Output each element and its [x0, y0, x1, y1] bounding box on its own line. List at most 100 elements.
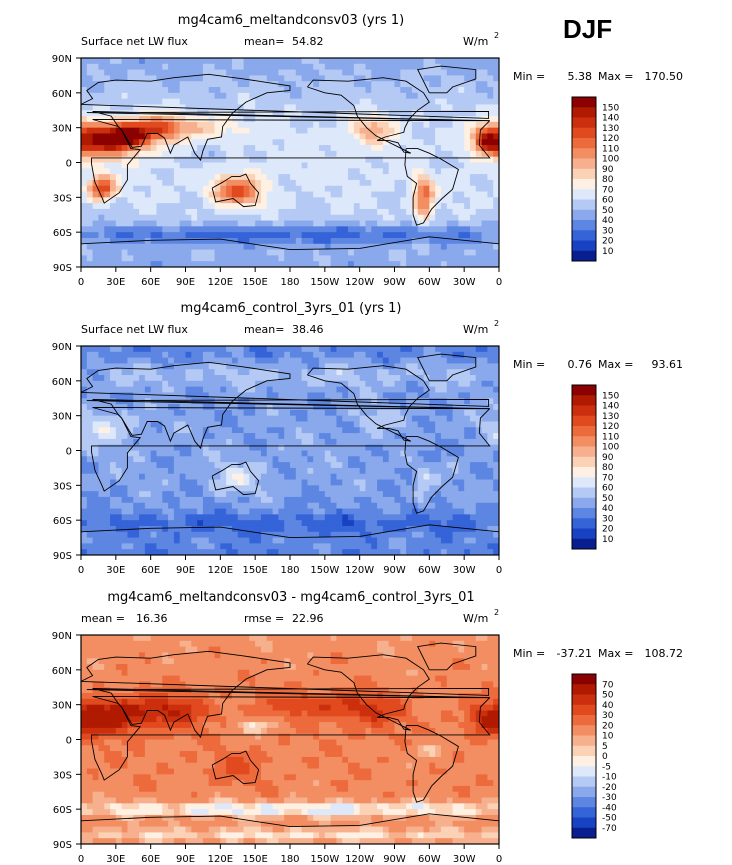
heatmap-cell: [301, 444, 308, 451]
heatmap-cell: [255, 427, 262, 434]
heatmap-cell: [377, 392, 384, 399]
heatmap-cell: [319, 150, 326, 158]
heatmap-cell: [377, 508, 384, 515]
heatmap-cell: [365, 87, 372, 94]
heatmap-cell: [220, 81, 227, 88]
heatmap-cell: [86, 139, 94, 146]
heatmap-cell: [197, 357, 204, 364]
heatmap-cell: [81, 63, 88, 71]
heatmap-cell: [290, 162, 297, 169]
heatmap-cell: [231, 220, 239, 227]
heatmap-cell: [121, 502, 128, 509]
heatmap-cell: [278, 162, 285, 169]
heatmap-cell: [458, 427, 465, 434]
heatmap-cell: [290, 255, 297, 262]
heatmap-cell: [168, 179, 175, 187]
heatmap-cell: [243, 232, 250, 239]
heatmap-cell: [423, 203, 430, 210]
heatmap-cell: [266, 369, 273, 376]
heatmap-cell: [185, 75, 192, 82]
heatmap-cell: [290, 386, 297, 393]
heatmap-cell: [214, 197, 221, 204]
heatmap-cell: [400, 369, 407, 376]
heatmap-cell: [365, 139, 372, 146]
heatmap-cell: [417, 467, 424, 475]
heatmap-cell: [417, 346, 424, 353]
heatmap-cell: [237, 127, 244, 134]
heatmap-cell: [435, 456, 442, 463]
heatmap-cell: [191, 427, 198, 434]
heatmap-cell: [173, 450, 181, 457]
heatmap-cell: [342, 162, 349, 169]
heatmap-cell: [92, 363, 99, 370]
heatmap-cell: [348, 232, 355, 239]
heatmap-cell: [226, 369, 233, 376]
colorbar-swatch: [572, 220, 596, 231]
heatmap-cell: [464, 203, 471, 210]
heatmap-cell: [150, 456, 157, 463]
heatmap-cell: [144, 156, 152, 163]
heatmap-cell: [156, 427, 163, 434]
heatmap-cell: [382, 150, 390, 158]
heatmap-cell: [307, 162, 314, 169]
heatmap-cell: [81, 473, 88, 480]
heatmap-cell: [272, 121, 279, 129]
heatmap-cell: [371, 63, 378, 71]
heatmap-cell: [348, 456, 355, 463]
heatmap-cell: [464, 450, 471, 457]
heatmap-cell: [400, 398, 407, 405]
heatmap-cell: [400, 514, 407, 521]
heatmap-cell: [220, 261, 227, 268]
heatmap-cell: [371, 69, 378, 76]
heatmap-cell: [284, 249, 291, 256]
heatmap-cell: [388, 255, 395, 262]
heatmap-cell: [487, 87, 494, 94]
heatmap-cell: [290, 473, 297, 480]
heatmap-cell: [98, 185, 105, 192]
heatmap-cell: [110, 491, 117, 498]
heatmap-cell: [191, 375, 198, 382]
heatmap-cell: [191, 261, 198, 268]
heatmap-cell: [255, 261, 262, 268]
heatmap-cell: [191, 520, 198, 527]
heatmap-cell: [359, 116, 366, 123]
heatmap-cell: [249, 404, 256, 411]
heatmap-cell: [377, 168, 384, 175]
heatmap-cell: [185, 392, 192, 399]
heatmap-cell: [226, 133, 233, 140]
heatmap-cell: [429, 456, 436, 463]
heatmap-cell: [173, 81, 181, 88]
heatmap-cell: [359, 232, 366, 239]
heatmap-cell: [475, 168, 482, 175]
heatmap-cell: [348, 433, 355, 440]
heatmap-cell: [86, 255, 94, 262]
heatmap-cell: [86, 433, 94, 440]
heatmap-cell: [307, 226, 314, 233]
heatmap-cell: [313, 208, 320, 216]
heatmap-cell: [429, 87, 436, 94]
heatmap-cell: [284, 98, 291, 105]
heatmap-cell: [406, 69, 413, 76]
heatmap-cell: [301, 456, 308, 463]
heatmap-cell: [81, 243, 88, 250]
heatmap-cell: [249, 232, 256, 239]
heatmap-cell: [81, 363, 88, 370]
heatmap-cell: [353, 346, 361, 353]
heatmap-cell: [115, 203, 123, 210]
heatmap-cell: [86, 174, 94, 181]
heatmap-cell: [168, 139, 175, 146]
heatmap-cell: [243, 357, 250, 364]
heatmap-cell: [260, 185, 268, 192]
heatmap-cell: [464, 168, 471, 175]
heatmap-cell: [110, 438, 117, 446]
heatmap-cell: [481, 81, 488, 88]
heatmap-cell: [214, 433, 221, 440]
heatmap-cell: [92, 491, 99, 498]
heatmap-cell: [406, 508, 413, 515]
heatmap-cell: [220, 404, 227, 411]
heatmap-cell: [214, 75, 221, 82]
heatmap-cell: [156, 179, 163, 187]
heatmap-cell: [307, 462, 314, 469]
heatmap-cell: [272, 450, 279, 457]
heatmap-cell: [121, 191, 128, 198]
